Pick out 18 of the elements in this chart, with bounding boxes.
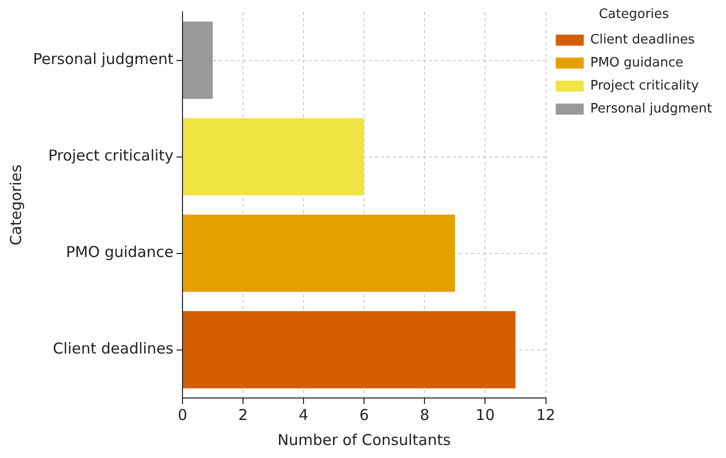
y-tick-label: Personal judgment [32,50,174,68]
x-tick-label: 0 [178,406,188,424]
legend-title: Categories [598,6,670,22]
x-axis-title: Number of Consultants [278,430,451,449]
x-tick-label: 8 [420,406,430,424]
y-tick-label: PMO guidance [66,243,174,262]
x-tick-label: 10 [476,406,495,424]
legend-label: Personal judgment [590,101,712,116]
y-axis-title: Categories [6,164,25,246]
legend-label: Client deadlines [590,32,695,48]
x-tick-label: 2 [238,406,248,424]
y-tick-label: Client deadlines [52,340,174,358]
x-tick-label: 12 [536,406,556,424]
legend-label: PMO guidance [590,55,684,70]
legend-label: Project criticality [590,78,700,94]
y-tick-label: Project criticality [48,146,174,165]
x-tick-label: 4 [298,406,308,424]
x-tick-label: 6 [359,406,369,424]
